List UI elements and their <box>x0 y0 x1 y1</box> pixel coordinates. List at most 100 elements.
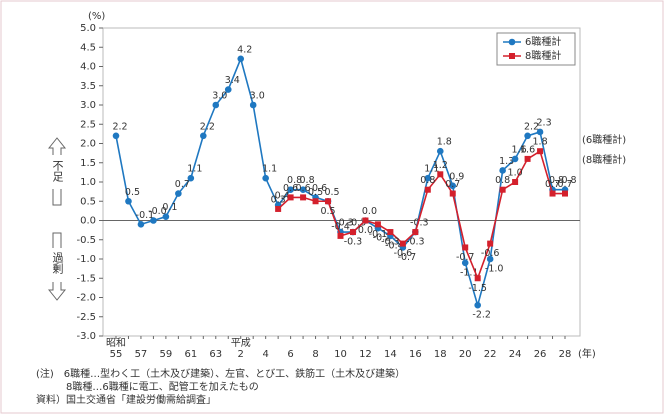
value-label: 0.7 <box>545 179 560 190</box>
marker <box>449 190 456 197</box>
era-label: 昭和 <box>106 337 126 349</box>
marker <box>536 128 544 136</box>
value-label: -0.4 <box>385 240 404 251</box>
y-tick-label: 5.0 <box>80 23 96 34</box>
marker <box>162 213 170 220</box>
marker <box>212 101 220 109</box>
side-label-upper: 不足 <box>51 160 64 182</box>
value-label: 1.1 <box>424 164 439 175</box>
label-bg <box>50 248 64 282</box>
marker <box>524 155 531 162</box>
value-label: 2.2 <box>112 121 127 132</box>
value-label: 0.8 <box>549 175 564 186</box>
x-tick-label: 4 <box>262 349 268 360</box>
y-tick-label: 3.0 <box>80 100 96 111</box>
value-label: 0.8 <box>561 175 576 186</box>
legend-box <box>496 32 576 66</box>
legend-label: 6職種計 <box>525 35 561 48</box>
y-tick-label: 0.5 <box>80 196 96 207</box>
value-label: 1.0 <box>508 168 523 179</box>
y-tick-label: -0.5 <box>76 235 96 246</box>
era-label: 平成 <box>231 337 251 349</box>
value-label: 0.5 <box>308 187 323 198</box>
y-tick-label: -2.5 <box>76 312 96 323</box>
marker <box>524 132 531 140</box>
value-label: 0.6 <box>312 183 327 194</box>
label-bg <box>50 155 64 189</box>
value-label: -0.3 <box>410 218 429 229</box>
marker <box>424 174 432 182</box>
x-tick-label: 10 <box>334 349 347 360</box>
marker <box>562 190 568 197</box>
value-label: -1.0 <box>485 264 504 275</box>
value-label: 1.6 <box>512 144 527 155</box>
x-tick-label: 57 <box>135 349 148 360</box>
x-tick-label: 55 <box>110 349 123 360</box>
marker <box>300 194 307 201</box>
marker <box>150 217 157 224</box>
marker <box>461 259 469 267</box>
x-tick-label: 26 <box>534 349 547 360</box>
legend-marker <box>508 38 516 46</box>
value-label: -0.1 <box>369 229 388 240</box>
x-tick-label: 6 <box>287 349 293 360</box>
value-label: 0.7 <box>175 179 190 190</box>
marker <box>424 186 431 193</box>
marker <box>325 198 332 205</box>
marker <box>512 179 519 185</box>
value-label: 0.8 <box>300 175 315 186</box>
marker <box>499 167 506 174</box>
marker <box>374 221 381 228</box>
value-label: 0.5 <box>320 206 335 217</box>
x-tick-label: 18 <box>434 349 447 360</box>
x-tick-label: 12 <box>359 349 372 360</box>
marker <box>125 197 132 205</box>
value-label: 1.2 <box>433 160 448 171</box>
marker <box>299 186 307 193</box>
y-tick-label: 4.5 <box>80 42 96 53</box>
y-tick-label: 3.5 <box>80 81 96 92</box>
x-tick-label: 2 <box>238 349 244 360</box>
marker <box>249 101 257 109</box>
y-unit: (%) <box>88 11 105 22</box>
value-label: 0.5 <box>125 187 140 198</box>
note: 8職種…6職種に電工、配管工を加えたもの <box>36 380 259 393</box>
marker <box>537 148 544 155</box>
marker <box>200 132 207 140</box>
value-label: 0.5 <box>324 187 339 198</box>
marker <box>337 232 344 239</box>
marker <box>262 174 269 182</box>
value-label: -0.3 <box>406 237 425 248</box>
marker <box>287 194 294 201</box>
value-label: 1.1 <box>187 164 202 175</box>
value-label: 0.6 <box>283 183 298 194</box>
value-label: 0.4 <box>275 191 290 202</box>
x-tick-label: 8 <box>312 349 318 360</box>
note: (注) 6職種…型わく工（土木及び建築）、左官、とび工、鉄筋工（土木及び建築） <box>36 367 405 380</box>
value-label: -0.3 <box>335 218 354 229</box>
x-tick-label: 20 <box>459 349 472 360</box>
marker <box>437 171 444 178</box>
value-label: -0.0 <box>148 206 167 217</box>
marker <box>137 221 145 228</box>
x-tick-label: 63 <box>209 349 222 360</box>
value-label: -0.7 <box>456 252 475 263</box>
value-label: 1.6 <box>520 144 535 155</box>
value-label: 0.7 <box>445 179 460 190</box>
x-unit: (年) <box>578 347 596 360</box>
value-label: 0.1 <box>162 202 177 213</box>
marker <box>462 244 469 251</box>
marker <box>112 132 120 140</box>
value-label: -0.2 <box>373 233 392 244</box>
marker <box>287 186 294 193</box>
value-label: 1.8 <box>533 137 548 148</box>
value-label: 0.8 <box>287 175 302 186</box>
x-tick-label: 59 <box>160 349 173 360</box>
value-label: 0.3 <box>271 194 286 205</box>
value-label: 0.9 <box>449 171 464 182</box>
marker <box>511 155 519 163</box>
marker <box>275 205 282 212</box>
